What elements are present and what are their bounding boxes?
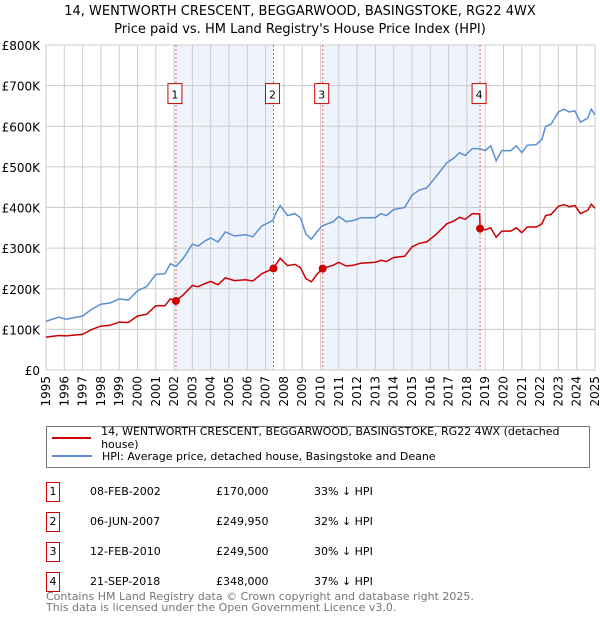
y-tick-label: £500K bbox=[2, 161, 42, 175]
chart-plot: £0 £100K £200K £300K £400K £500K £600K £700K £80… bbox=[2, 39, 600, 407]
sale-row: 2 06-JUN-2007 £249,950 32% ↓ HPI bbox=[46, 512, 446, 532]
sale-marker-label: 4 bbox=[476, 89, 483, 102]
x-tick-label: 2017 bbox=[442, 376, 456, 407]
sale-row: 1 08-FEB-2002 £170,000 33% ↓ HPI bbox=[46, 482, 446, 502]
y-tick-label: £200K bbox=[2, 283, 42, 297]
y-tick-label: £100K bbox=[2, 323, 42, 337]
x-tick-label: 1995 bbox=[39, 376, 53, 407]
sale-row: 3 12-FEB-2010 £249,500 30% ↓ HPI bbox=[46, 542, 446, 562]
x-tick-label: 2015 bbox=[405, 376, 419, 407]
sale-point bbox=[476, 224, 485, 233]
sale-number-badge: 1 bbox=[46, 482, 60, 502]
legend-swatch-red bbox=[52, 437, 92, 439]
x-tick-label: 2014 bbox=[387, 376, 401, 407]
x-tick-label: 2010 bbox=[314, 376, 328, 407]
x-tick-label: 1997 bbox=[76, 376, 90, 407]
sale-point bbox=[171, 296, 180, 305]
chart-subtitle: Price paid vs. HM Land Registry's House … bbox=[114, 22, 486, 37]
sale-point bbox=[269, 264, 278, 273]
sale-marker-box bbox=[314, 83, 330, 105]
x-tick-label: 2004 bbox=[204, 376, 218, 407]
x-tick-label: 2023 bbox=[551, 376, 565, 407]
sale-marker-label: 1 bbox=[171, 89, 178, 102]
sale-price: £348,000 bbox=[216, 575, 269, 588]
x-tick-label: 2011 bbox=[332, 376, 346, 407]
x-tick-label: 2018 bbox=[460, 376, 474, 407]
sale-number-badge: 2 bbox=[46, 512, 60, 532]
sale-date: 21-SEP-2018 bbox=[90, 575, 161, 588]
x-tick-label: 2001 bbox=[149, 376, 163, 407]
x-tick-label: 2021 bbox=[515, 376, 529, 407]
y-tick-label: £400K bbox=[2, 202, 42, 216]
sale-number-badge: 4 bbox=[46, 572, 60, 592]
x-tick-label: 2025 bbox=[588, 376, 600, 407]
y-tick-label: £300K bbox=[2, 242, 42, 256]
sale-marker-box bbox=[264, 83, 280, 105]
legend-label: HPI: Average price, detached house, Basi… bbox=[102, 449, 436, 463]
x-tick-label: 1999 bbox=[112, 376, 126, 407]
sale-row: 4 21-SEP-2018 £348,000 37% ↓ HPI bbox=[46, 572, 446, 592]
footer-copyright: Contains HM Land Registry data © Crown c… bbox=[46, 590, 474, 603]
chart-title: 14, WENTWORTH CRESCENT, BEGGARWOOD, BASI… bbox=[64, 4, 536, 19]
sale-marker-box bbox=[167, 83, 183, 105]
sale-price: £249,500 bbox=[216, 545, 269, 558]
x-tick-label: 2020 bbox=[497, 376, 511, 407]
y-tick-label: £700K bbox=[2, 80, 42, 94]
x-tick-label: 1996 bbox=[57, 376, 71, 407]
sale-date: 08-FEB-2002 bbox=[90, 485, 161, 498]
sale-hpi: 30% ↓ HPI bbox=[314, 545, 373, 558]
sale-marker-box bbox=[471, 83, 487, 105]
x-tick-label: 2002 bbox=[167, 376, 181, 407]
x-tick-label: 2012 bbox=[350, 376, 364, 407]
y-tick-label: £0 bbox=[25, 364, 40, 378]
sale-marker-label: 3 bbox=[318, 89, 325, 102]
x-tick-label: 2008 bbox=[277, 376, 291, 407]
sale-date: 12-FEB-2010 bbox=[90, 545, 161, 558]
x-tick-label: 2019 bbox=[478, 376, 492, 407]
x-tick-label: 1998 bbox=[94, 376, 108, 407]
x-tick-label: 2024 bbox=[570, 376, 584, 407]
sale-marker-label: 2 bbox=[269, 89, 276, 102]
x-tick-label: 2016 bbox=[423, 376, 437, 407]
x-tick-label: 2013 bbox=[368, 376, 382, 407]
x-tick-label: 2005 bbox=[222, 376, 236, 407]
property-series-line bbox=[45, 203, 596, 338]
x-tick-label: 2006 bbox=[240, 376, 254, 407]
x-tick-label: 2009 bbox=[295, 376, 309, 407]
hpi-series-line bbox=[45, 107, 596, 323]
sale-price: £249,950 bbox=[216, 515, 269, 528]
legend-item-hpi: HPI: Average price, detached house, Basi… bbox=[52, 448, 436, 464]
y-tick-label: £600K bbox=[2, 120, 42, 134]
legend-label: 14, WENTWORTH CRESCENT, BEGGARWOOD, BASI… bbox=[101, 425, 560, 451]
sale-date: 06-JUN-2007 bbox=[90, 515, 161, 528]
sale-point bbox=[318, 264, 327, 273]
footer-licence: This data is licensed under the Open Gov… bbox=[46, 601, 397, 614]
x-tick-label: 2000 bbox=[131, 376, 145, 407]
x-tick-label: 2022 bbox=[533, 376, 547, 407]
y-tick-label: £800K bbox=[2, 39, 42, 53]
x-tick-label: 2007 bbox=[259, 376, 273, 407]
x-tick-label: 2003 bbox=[185, 376, 199, 407]
sale-number-badge: 3 bbox=[46, 542, 60, 562]
sale-hpi: 33% ↓ HPI bbox=[314, 485, 373, 498]
legend-swatch-blue bbox=[52, 455, 92, 457]
sale-hpi: 32% ↓ HPI bbox=[314, 515, 373, 528]
legend-item-property: 14, WENTWORTH CRESCENT, BEGGARWOOD, BASI… bbox=[52, 425, 589, 451]
sale-price: £170,000 bbox=[216, 485, 269, 498]
legend: 14, WENTWORTH CRESCENT, BEGGARWOOD, BASI… bbox=[46, 425, 590, 468]
sale-hpi: 37% ↓ HPI bbox=[314, 575, 373, 588]
